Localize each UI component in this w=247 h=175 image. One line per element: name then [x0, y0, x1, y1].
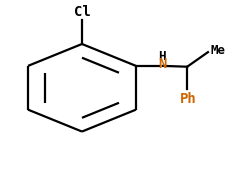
Text: N: N [158, 57, 166, 71]
Text: Cl: Cl [74, 5, 90, 19]
Text: H: H [158, 50, 166, 63]
Text: Me: Me [210, 44, 226, 57]
Text: Ph: Ph [180, 92, 197, 106]
